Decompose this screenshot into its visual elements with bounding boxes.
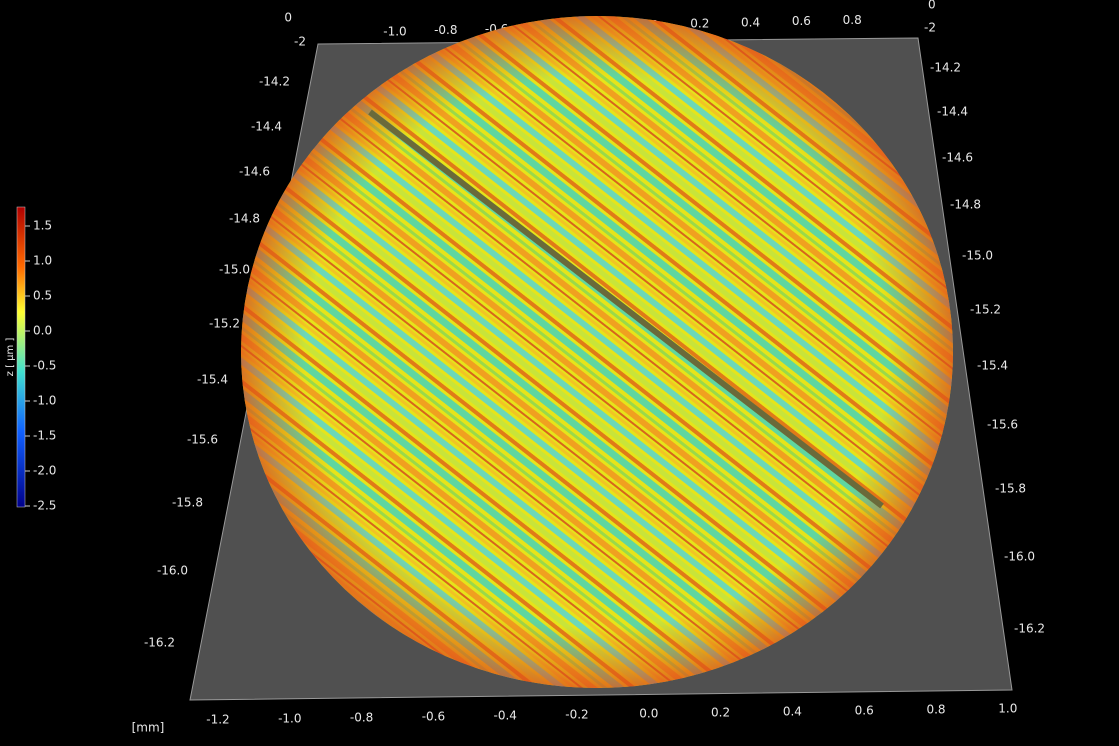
- x-tick-label: 0.8: [926, 703, 945, 717]
- z-tick-label: 0: [284, 11, 292, 25]
- y-tick-label: -15.4: [197, 373, 228, 387]
- z-tick-label: -2: [924, 21, 936, 35]
- y-tick-label: -14.6: [942, 151, 973, 165]
- colorbar-tick-label: 0.5: [33, 289, 52, 303]
- y-tick-label: -14.2: [259, 75, 290, 89]
- colorbar-tick-label: 0.0: [33, 324, 52, 338]
- y-tick-label: -16.2: [1014, 622, 1045, 636]
- y-tick-label: -15.6: [987, 418, 1018, 432]
- x-tick-label: 0.6: [855, 704, 874, 718]
- y-tick-label: -14.8: [229, 212, 260, 226]
- x-tick-label: -1.0: [383, 25, 406, 39]
- y-tick-label: -14.4: [937, 105, 968, 119]
- y-tick-label: -15.8: [172, 496, 203, 510]
- y-tick-label: -15.0: [219, 263, 250, 277]
- x-tick-label: 0.0: [639, 707, 658, 721]
- x-tick-label: 1.0: [998, 702, 1017, 716]
- z-tick-label: -2: [294, 35, 306, 49]
- colorbar-tick-label: 1.0: [33, 254, 52, 268]
- x-tick-label: 0.4: [783, 705, 802, 719]
- y-tick-label: -15.2: [209, 317, 240, 331]
- x-tick-label: -0.6: [422, 710, 445, 724]
- y-tick-label: -16.0: [1004, 550, 1035, 564]
- scratch: [368, 109, 884, 509]
- y-tick-label: -15.6: [187, 433, 218, 447]
- colorbar-tick-label: -2.5: [33, 499, 56, 513]
- y-tick-label: -15.2: [970, 303, 1001, 317]
- x-tick-label: -0.4: [493, 709, 516, 723]
- x-tick-label: -0.2: [565, 708, 588, 722]
- surface-rim: [241, 16, 953, 688]
- x-tick-label: 0.6: [792, 14, 811, 28]
- colorbar-tick-label: 1.5: [33, 219, 52, 233]
- x-tick-label: -0.8: [350, 711, 373, 725]
- colorbar-label: z [ µm ]: [5, 338, 16, 377]
- colorbar-tick-label: -2.0: [33, 464, 56, 478]
- colorbar: [16, 206, 26, 508]
- x-tick-label: 0.4: [741, 15, 760, 29]
- colorbar-tick-label: -0.5: [33, 359, 56, 373]
- x-tick-label: -0.8: [434, 23, 457, 37]
- y-tick-label: -14.4: [251, 120, 282, 134]
- y-tick-label: -15.4: [977, 359, 1008, 373]
- y-tick-label: -14.2: [930, 61, 961, 75]
- y-tick-label: -15.0: [962, 249, 993, 263]
- x-tick-label: 0.2: [711, 706, 730, 720]
- z-tick-label: 0: [928, 0, 936, 12]
- x-tick-label: -1.0: [278, 712, 301, 726]
- y-tick-label: -16.2: [144, 636, 175, 650]
- y-tick-label: -14.6: [239, 165, 270, 179]
- y-tick-label: -15.8: [995, 482, 1026, 496]
- x-tick-label: 0.8: [843, 13, 862, 27]
- colorbar-tick-label: -1.5: [33, 429, 56, 443]
- y-tick-label: -14.8: [950, 198, 981, 212]
- y-tick-label: -16.0: [157, 564, 188, 578]
- x-tick-label: 0.2: [690, 17, 709, 31]
- unit-label: [mm]: [132, 721, 165, 735]
- colorbar-tick-label: -1.0: [33, 394, 56, 408]
- x-tick-label: -1.2: [206, 713, 229, 727]
